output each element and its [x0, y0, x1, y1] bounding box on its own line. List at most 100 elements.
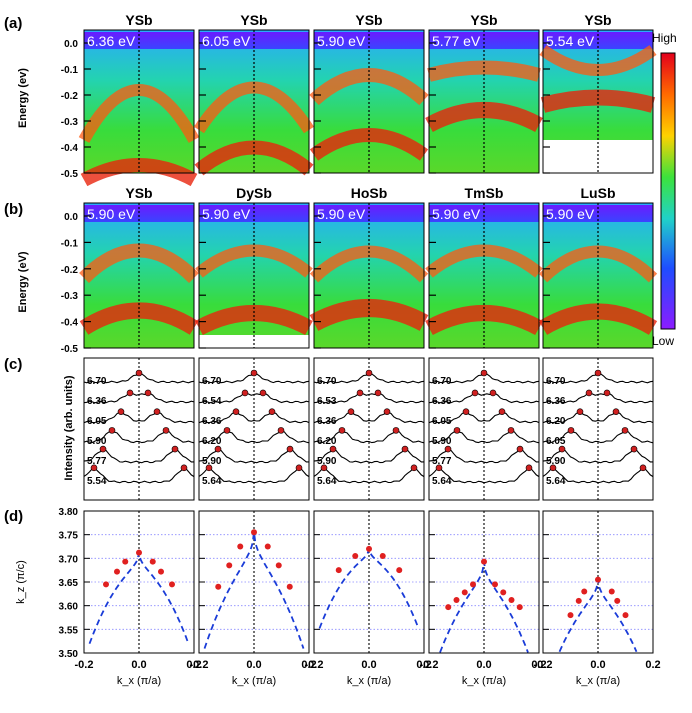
panel-frame [83, 202, 195, 349]
photon-energy-label: 5.54 eV [546, 33, 595, 49]
data-point [581, 588, 588, 595]
peak-marker [162, 427, 170, 434]
panel-title: DySb [236, 185, 272, 201]
photon-energy-label: 6.36 eV [87, 33, 136, 49]
curve-label: 6.05 [432, 416, 452, 427]
arpes-panel: YSb 5.77 eV [425, 12, 543, 174]
data-point [445, 604, 452, 611]
data-point [396, 567, 403, 574]
y-tick-label: 3.75 [59, 531, 79, 542]
data-point [567, 612, 574, 619]
panel-title: YSb [125, 185, 152, 201]
arpes-lower-band [80, 158, 198, 187]
arpes-top-band [543, 205, 653, 222]
peak-marker [286, 445, 294, 453]
peak-marker [135, 369, 143, 377]
peak-marker [205, 464, 213, 472]
data-point [500, 589, 507, 596]
row-b-ylabel: Energy (eV) [17, 251, 29, 312]
x-tick-label: -0.2 [305, 659, 324, 671]
row-c-panels: 6.70 6.36 6.05 5.90 5.77 5.54 6.70 6.54 6.36 6.20… [83, 357, 654, 501]
y-tick-label: -0.3 [61, 291, 79, 302]
colorbar [660, 52, 676, 330]
x-axis-label: k_x (π/a) [117, 675, 161, 687]
panel-label-d: (d) [4, 508, 23, 525]
data-point [158, 568, 164, 575]
data-point [595, 576, 601, 583]
intensity-curve [542, 392, 654, 404]
x-axis-label: k_x (π/a) [347, 675, 391, 687]
arpes-top-band [543, 32, 653, 49]
colorbar-low-label: Low [652, 334, 674, 348]
curve-label: 6.20 [546, 416, 566, 427]
peak-marker [453, 427, 461, 434]
photon-energy-label: 5.90 eV [87, 206, 136, 222]
panel-frame [198, 29, 310, 174]
y-tick-label: 3.70 [59, 554, 79, 565]
peak-marker [108, 427, 116, 434]
y-tick-label: 3.55 [59, 625, 79, 636]
panel-label-a: (a) [4, 15, 22, 32]
data-point [286, 583, 293, 590]
peak-marker [410, 464, 418, 472]
curve-label: 6.54 [202, 396, 222, 407]
curve-label: 5.54 [87, 476, 107, 487]
arpes-top-band [429, 205, 539, 222]
data-point [461, 589, 468, 596]
intensity-curve [198, 411, 310, 424]
x-tick-label: 0.2 [186, 659, 201, 671]
curve-label: 6.53 [317, 396, 337, 407]
y-tick-label: -0.4 [61, 318, 79, 329]
data-point [114, 568, 120, 575]
x-tick-label: 0.0 [590, 659, 605, 671]
peak-marker [435, 464, 443, 472]
panel-frame [83, 29, 195, 174]
peak-marker [320, 464, 328, 472]
arpes-background [84, 30, 194, 173]
row-a-ylabel: Energy (ev) [17, 68, 29, 128]
kz-panel: -0.2 0.0 0.2 k_x (π/a) [75, 510, 202, 687]
curve-label: 6.05 [87, 416, 107, 427]
curve-label: 5.90 [432, 436, 452, 447]
photon-energy-label: 5.77 eV [432, 33, 481, 49]
intensity-panel: 6.70 6.53 6.36 6.20 5.90 5.64 [313, 357, 425, 501]
curve-label: 6.70 [546, 376, 566, 387]
arpes-upper-band [195, 244, 313, 278]
intensity-curve [428, 430, 540, 444]
x-tick-label: 0.2 [301, 659, 316, 671]
kz-panel: 0.0 0.2 -0.2 k_x (π/a) [305, 510, 432, 687]
intensity-curve [313, 430, 425, 444]
intensity-curve [83, 392, 195, 404]
data-point [275, 562, 282, 569]
peak-marker [126, 389, 134, 397]
curve-label: 6.36 [317, 416, 337, 427]
y-tick-label: 0.0 [64, 212, 78, 223]
curve-label: 5.77 [87, 456, 107, 467]
arpes-lower-band [79, 302, 199, 335]
peak-marker [90, 464, 98, 472]
photon-energy-label: 5.90 eV [317, 33, 366, 49]
intensity-panel: 6.70 6.36 6.05 5.90 5.77 5.54 [83, 357, 195, 501]
peak-marker [153, 408, 161, 415]
peak-marker [241, 389, 249, 397]
row-a-panels: YSb 6.36 eV YSb 6.05 eV YSb 5.90 eV YSb 5.77 eV… [61, 12, 657, 187]
peak-marker [639, 464, 647, 472]
intensity-curve [198, 392, 310, 404]
arpes-panel: HoSb 5.90 eV [309, 185, 429, 349]
row-d-panels: -0.2 0.0 0.2k_x (π/a)0.0 0.2-0.2k_x (π/a)0.… [15, 507, 661, 687]
curve-label: 5.90 [546, 456, 566, 467]
intensity-curve [428, 392, 540, 404]
panel-label-c: (c) [4, 356, 22, 373]
panel-frame [313, 29, 425, 174]
data-point [508, 596, 515, 603]
peak-marker [594, 369, 602, 377]
x-tick-label: 0.2 [416, 659, 431, 671]
panel-title: TmSb [465, 185, 504, 201]
peak-marker [356, 389, 364, 397]
curve-label: 6.70 [432, 376, 452, 387]
data-point [470, 581, 476, 588]
peak-marker [630, 445, 638, 453]
y-tick-label: -0.2 [61, 265, 79, 276]
intensity-curve [542, 411, 654, 424]
